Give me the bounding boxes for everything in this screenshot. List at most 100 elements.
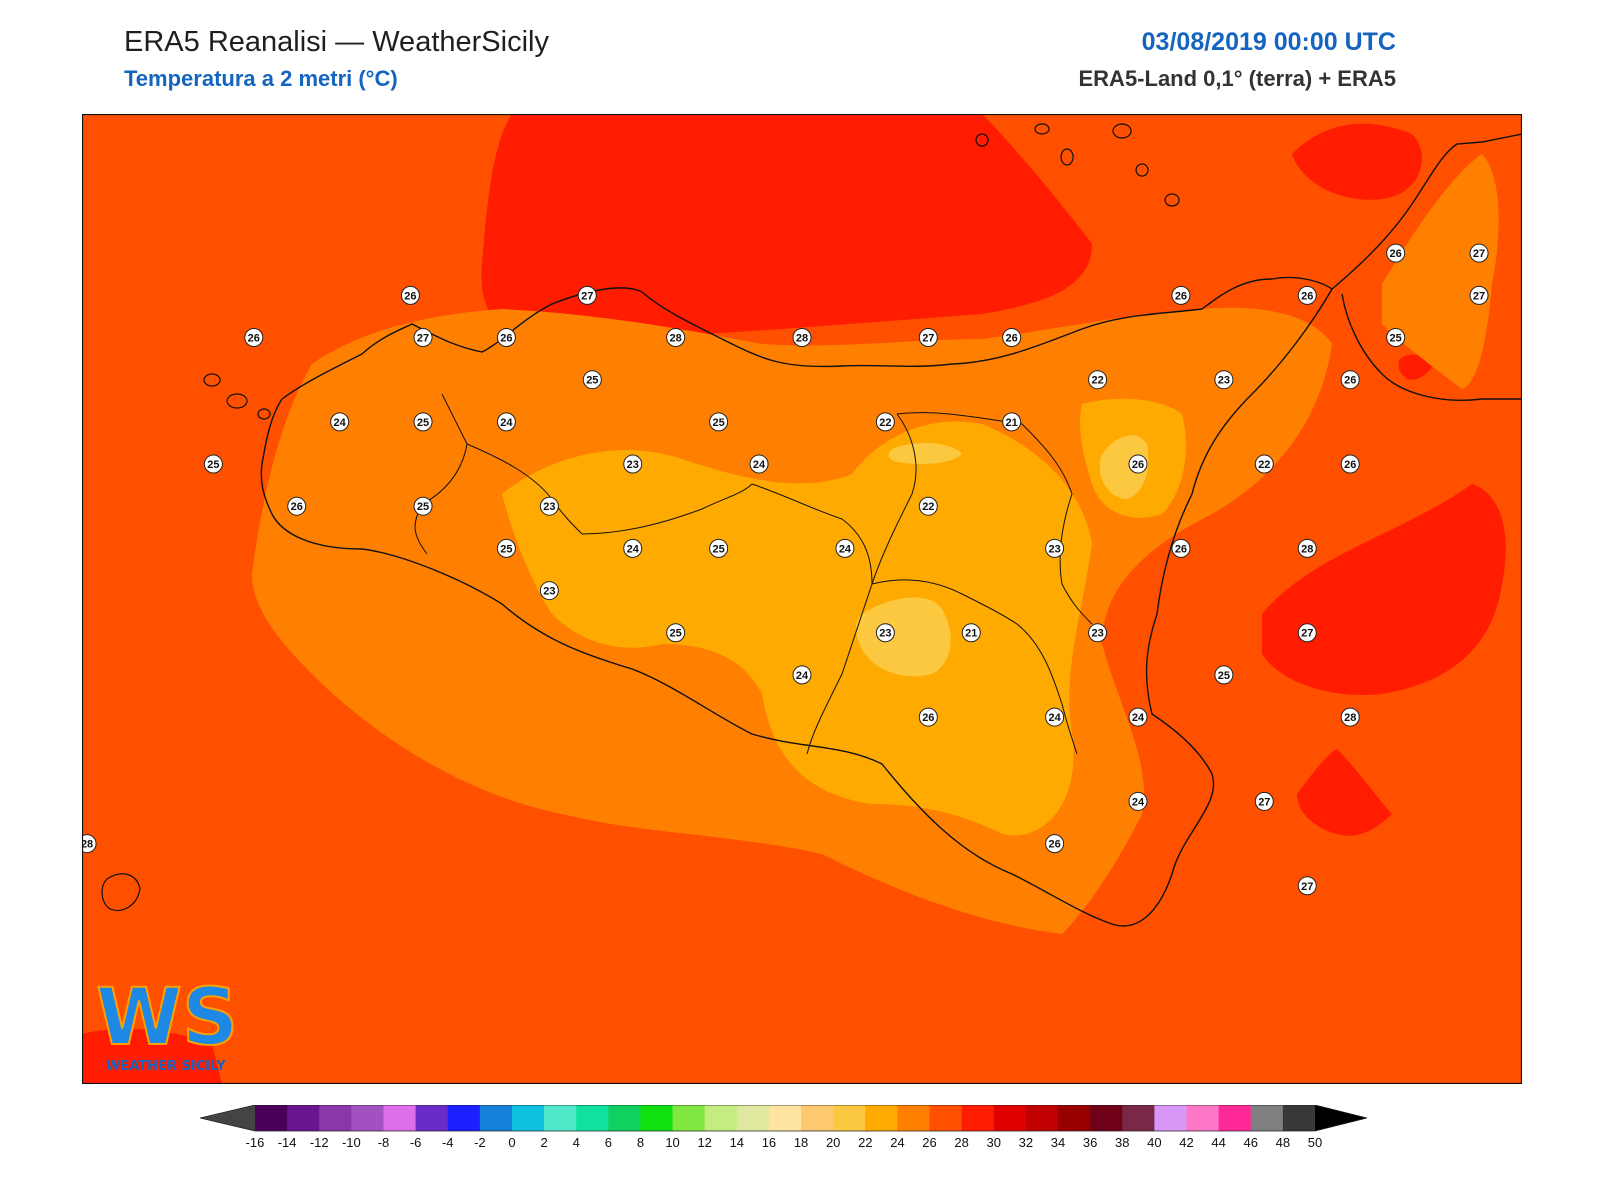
station-circle [961,623,981,643]
station-marker: 27 [1254,791,1274,811]
station-value: 26 [248,333,260,345]
colorbar-tick-label: 38 [1115,1135,1129,1150]
colorbar-swatch [1122,1105,1155,1131]
colorbar-swatch [576,1105,609,1131]
station-circle [496,538,516,558]
station-marker: 26 [287,496,307,516]
colorbar-tick-label: 44 [1211,1135,1225,1150]
station-marker: 22 [1254,454,1274,474]
station-circle [623,538,643,558]
colorbar-swatch [865,1105,898,1131]
colorbar-swatch [961,1105,995,1131]
station-value: 23 [627,459,639,471]
station-circle [496,412,516,432]
colorbar-swatch [255,1105,288,1131]
station-circle [1254,791,1274,811]
coastline-sicily [260,276,1333,927]
station-value: 28 [1344,712,1356,724]
station-marker: 26 [1297,285,1317,305]
coolest-zone-etna [1100,435,1149,499]
station-value: 23 [543,501,555,513]
station-marker: 21 [1002,412,1022,432]
station-circle [875,623,895,643]
colorbar-swatch [1218,1105,1252,1131]
station-circle [749,454,769,474]
station-value: 24 [627,543,640,555]
station-value: 26 [1344,375,1356,387]
station-circle [413,412,433,432]
colorbar-tick-label: 50 [1308,1135,1322,1150]
station-marker: 27 [1297,623,1317,643]
temperature-map: 26 27 26 27 26 28 28 27 26 26 26 26 27 27 25 25 22 23 26 24… [82,114,1522,1084]
station-marker: 26 [1340,370,1360,390]
station-circle [1340,454,1360,474]
station-value: 25 [1218,670,1230,682]
station-circle [623,454,643,474]
station-marker: 26 [1386,243,1406,263]
station-value: 23 [543,586,555,598]
station-circle [203,454,223,474]
station-marker: 26 [918,707,938,727]
station-circle [792,328,812,348]
station-circle [1128,791,1148,811]
station-value: 21 [965,628,977,640]
station-circle [1002,328,1022,348]
province-borders [414,393,1093,755]
station-marker: 26 [400,285,420,305]
colorbar-tick-label: 0 [508,1135,515,1150]
station-circle [1340,707,1360,727]
coolest-zone-north [888,442,962,464]
station-circle [1128,454,1148,474]
warm-zone-northeast [1292,123,1422,200]
station-value: 26 [1344,459,1356,471]
datetime-label: 03/08/2019 00:00 UTC [1141,28,1396,56]
station-marker: 25 [1214,665,1234,685]
colorbar-swatch [640,1105,674,1131]
station-value: 25 [500,543,512,555]
station-circle [1297,876,1317,896]
colorbar-swatch [672,1105,706,1131]
colorbar-tick-label: 2 [540,1135,547,1150]
colorbar-tick-label: 40 [1147,1135,1161,1150]
station-value: 25 [417,501,429,513]
colorbar-tick-label: 14 [730,1135,744,1150]
station-value: 21 [1006,417,1018,429]
colorbar-tick-label: 46 [1244,1135,1258,1150]
station-value: 26 [1006,333,1018,345]
station-marker: 24 [330,412,350,432]
station-value: 24 [1132,796,1145,808]
station-circle [1297,538,1317,558]
colorbar-swatch [383,1105,417,1131]
colorbar-swatch [1090,1105,1123,1131]
station-marker: 23 [623,454,643,474]
station-circle [1469,243,1489,263]
station-value: 22 [1258,459,1270,471]
station-value: 25 [1390,333,1402,345]
station-value: 27 [1473,248,1485,260]
station-circle [1002,412,1022,432]
station-circle [539,496,559,516]
station-value: 26 [1301,290,1313,302]
station-circle [918,328,938,348]
colorbar-swatch [608,1105,641,1131]
colorbar: -16 -14 -12 -10 -8 -6 -4 -2 0 2 4 6 8 10 12 14 16 18 20 22 2… [200,1105,1368,1150]
colorbar-tick-label: 28 [954,1135,968,1150]
station-value: 25 [713,417,725,429]
colorbar-tick-label: -10 [342,1135,361,1150]
station-circle [1214,665,1234,685]
station-value: 26 [1175,543,1187,555]
station-value: 24 [1049,712,1062,724]
station-circle [1088,623,1108,643]
logo-mark: WS [96,973,238,1063]
station-marker: 24 [835,538,855,558]
station-value: 25 [713,543,725,555]
station-marker: 27 [1297,876,1317,896]
station-value: 27 [581,290,593,302]
data-source-label: ERA5-Land 0,1° (terra) + ERA5 [1078,66,1397,91]
colorbar-swatch [1186,1105,1220,1131]
station-marker: 24 [792,665,812,685]
colorbar-swatch [1282,1105,1316,1131]
coastline-egadi [203,373,271,420]
colorbar-swatch [479,1105,513,1131]
colorbar-tick-label: 18 [794,1135,808,1150]
